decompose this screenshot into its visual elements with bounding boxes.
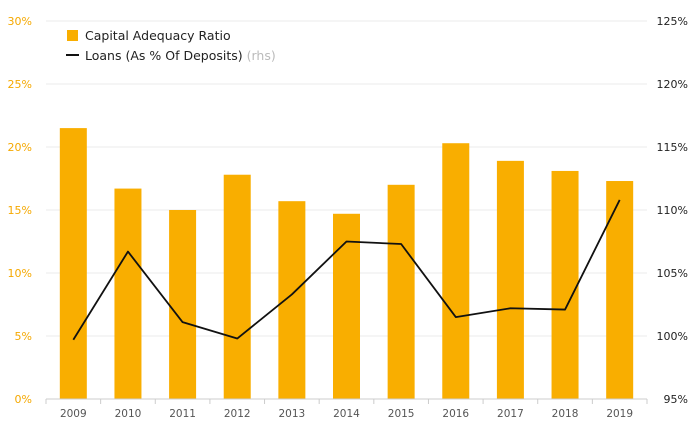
left-axis-ticks: 0% 5% 10% 15% 20% 25% 30% bbox=[8, 15, 32, 406]
right-axis-tick-label: 125% bbox=[657, 15, 688, 28]
x-axis-tick-label: 2010 bbox=[115, 408, 142, 420]
x-axis-tick-label: 2016 bbox=[442, 408, 469, 420]
bar-2014 bbox=[333, 213, 360, 399]
x-axis-tick-label: 2012 bbox=[224, 408, 251, 420]
right-axis-tick-label: 95% bbox=[664, 393, 688, 406]
left-axis-tick-label: 5% bbox=[15, 330, 32, 343]
left-axis-tick-label: 25% bbox=[8, 78, 32, 91]
left-axis-tick-label: 10% bbox=[8, 267, 32, 280]
bar-2018 bbox=[551, 170, 579, 399]
right-axis-tick-label: 120% bbox=[657, 78, 688, 91]
bar-series bbox=[59, 128, 634, 399]
x-axis-tick-label: 2013 bbox=[278, 408, 305, 420]
legend-swatch-bar bbox=[67, 30, 78, 41]
line-series bbox=[72, 199, 621, 341]
legend-label-line-suffix: (rhs) bbox=[247, 48, 276, 63]
bar-2015 bbox=[387, 184, 415, 399]
right-axis-tick-label: 100% bbox=[657, 330, 688, 343]
left-axis-tick-label: 15% bbox=[8, 204, 32, 217]
x-axis-tick-label: 2015 bbox=[388, 408, 415, 420]
x-axis-tick-label: 2009 bbox=[60, 408, 87, 420]
bar-2019 bbox=[606, 181, 634, 399]
bar-2010 bbox=[114, 188, 142, 399]
x-axis-tick-label: 2011 bbox=[169, 408, 196, 420]
bar-2012 bbox=[223, 174, 251, 399]
x-axis-tick-label: 2018 bbox=[552, 408, 579, 420]
bar-2016 bbox=[442, 143, 470, 399]
x-axis-tick-label: 2019 bbox=[606, 408, 633, 420]
right-axis-tick-label: 105% bbox=[657, 267, 688, 280]
x-axis-tick-label: 2014 bbox=[333, 408, 360, 420]
legend: Capital Adequacy Ratio Loans (As % Of De… bbox=[66, 28, 276, 63]
left-axis-tick-label: 20% bbox=[8, 141, 32, 154]
x-axis-tick-label: 2017 bbox=[497, 408, 524, 420]
bar-2013 bbox=[278, 201, 306, 399]
right-axis-ticks: 95% 100% 105% 110% 115% 120% 125% bbox=[657, 15, 688, 406]
legend-label-line: Loans (As % Of Deposits) (rhs) bbox=[85, 48, 276, 63]
gridlines bbox=[46, 20, 647, 337]
left-axis-tick-label: 0% bbox=[15, 393, 32, 406]
x-axis-ticks: 2009 2010 2011 2012 2013 2014 2015 2016 2017 2018… bbox=[45, 399, 648, 420]
left-axis-tick-label: 30% bbox=[8, 15, 32, 28]
right-axis-tick-label: 115% bbox=[657, 141, 688, 154]
bar-2011 bbox=[169, 210, 197, 399]
bar-2009 bbox=[59, 128, 87, 399]
legend-label-bar: Capital Adequacy Ratio bbox=[85, 28, 231, 43]
bar-2017 bbox=[496, 160, 524, 399]
right-axis-tick-label: 110% bbox=[657, 204, 688, 217]
